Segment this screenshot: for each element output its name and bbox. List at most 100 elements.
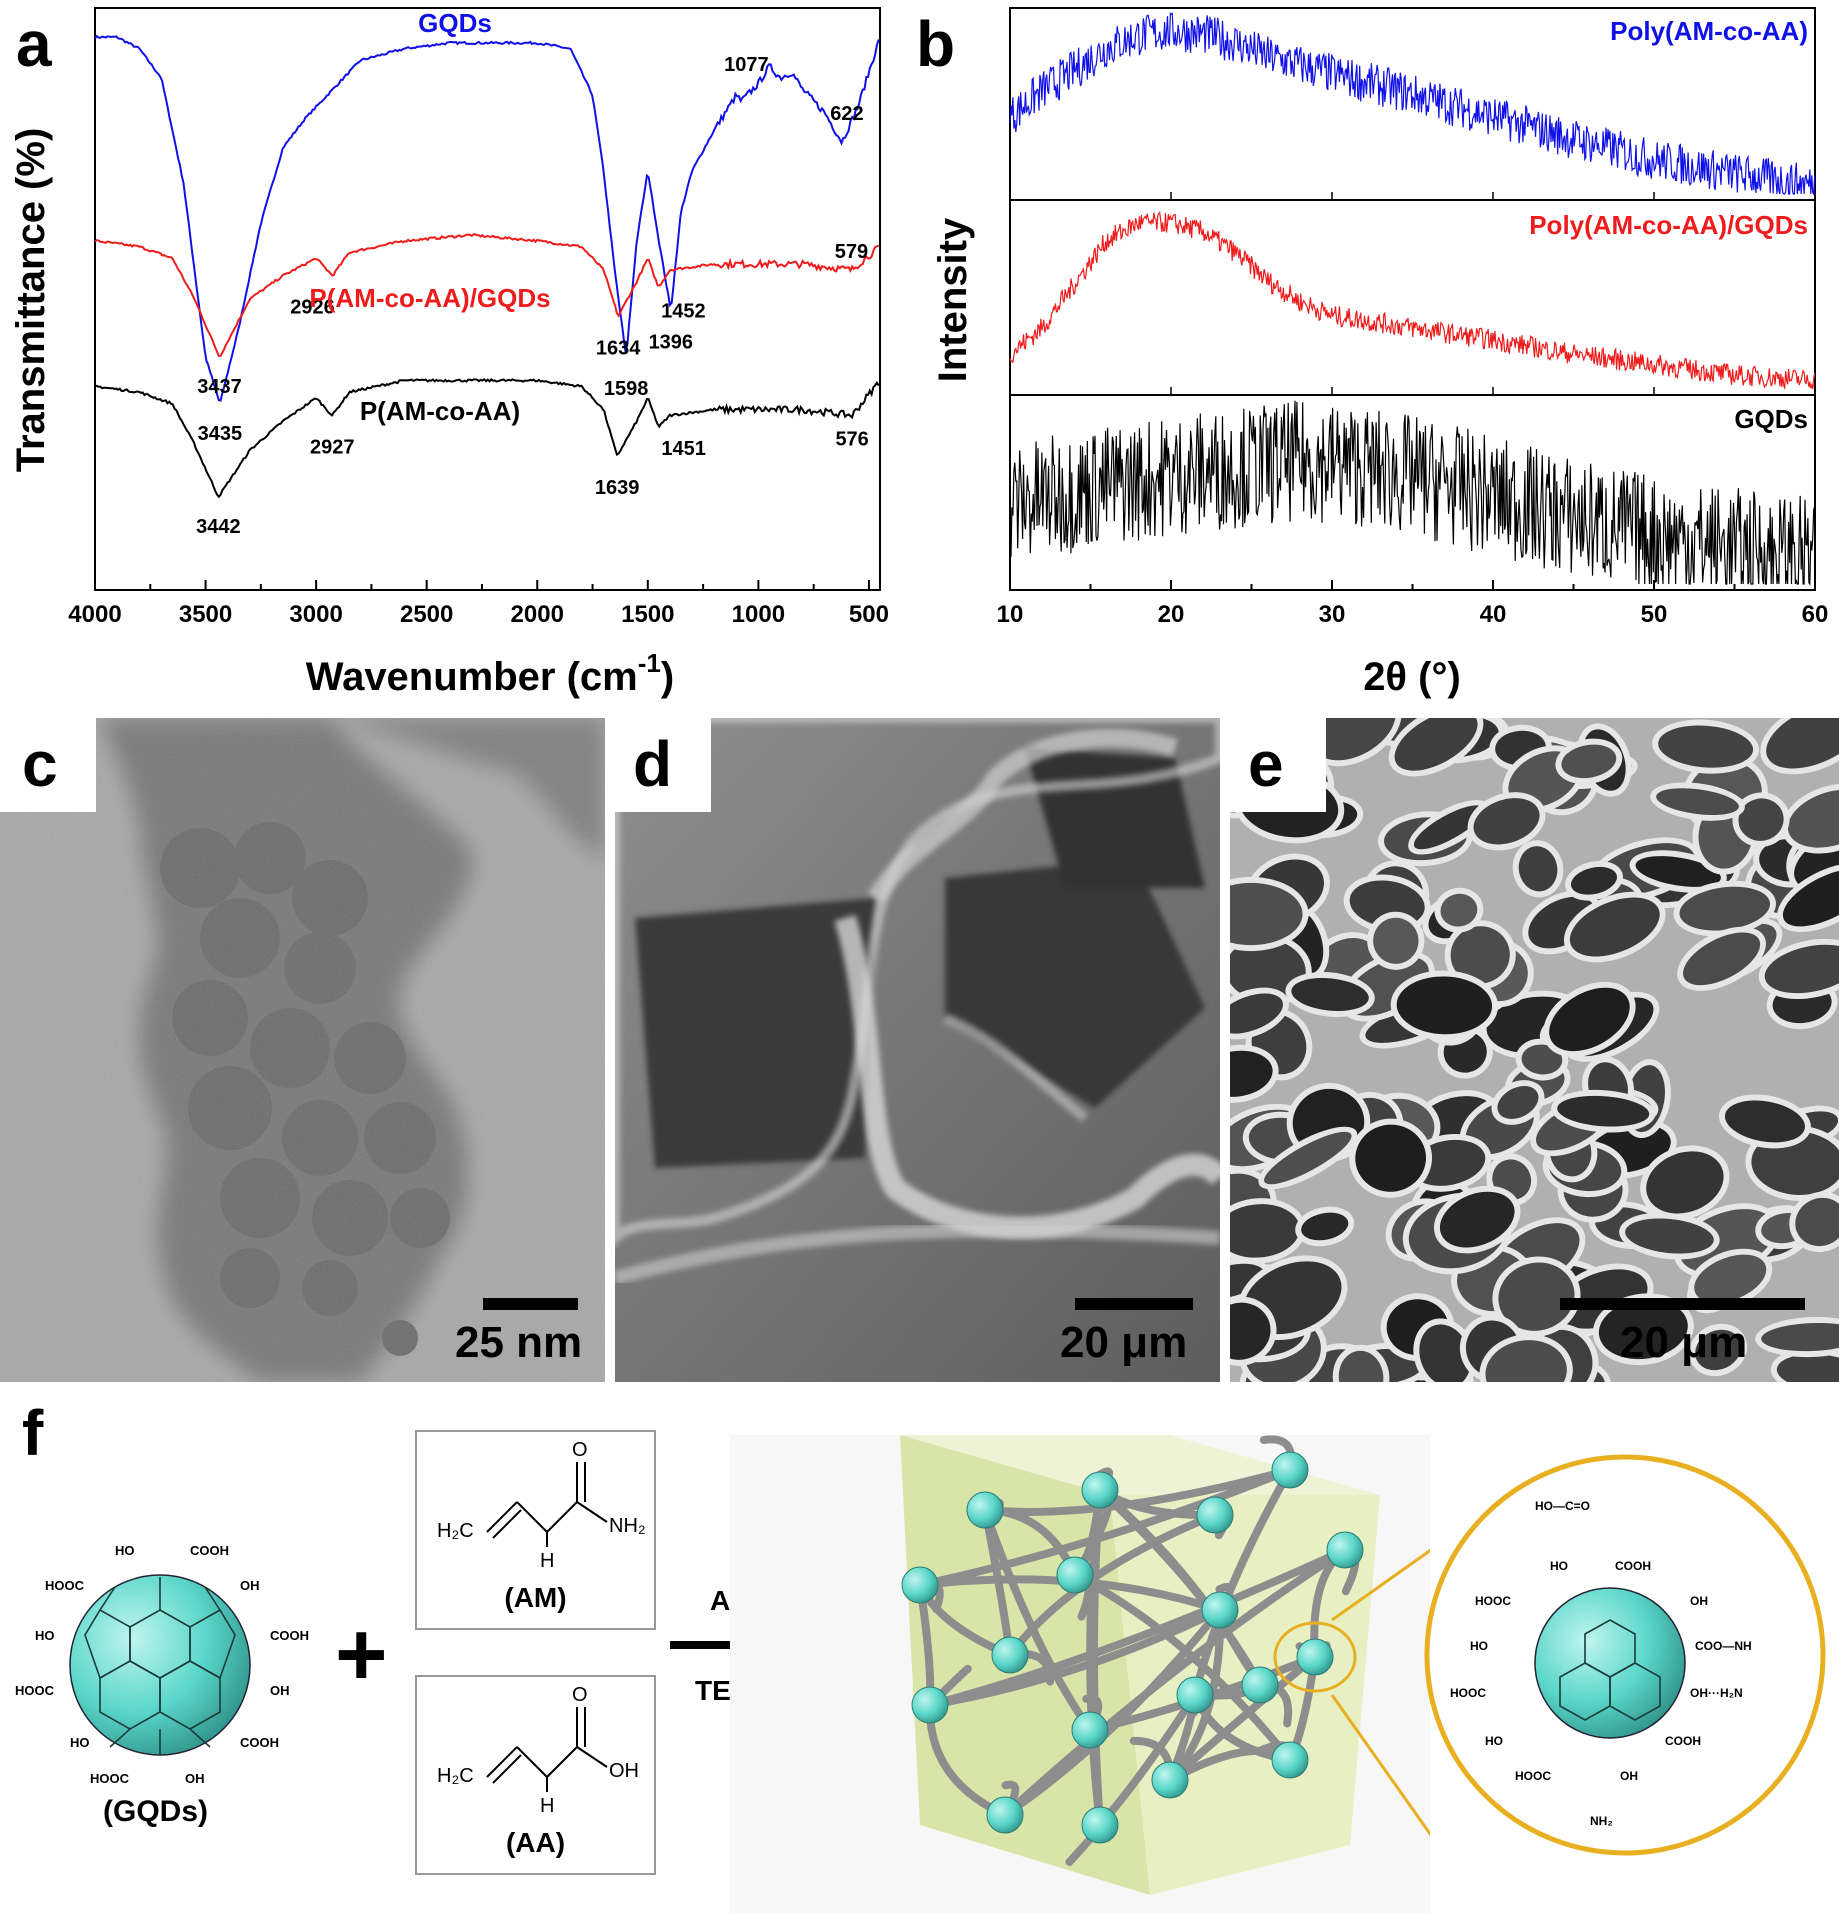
ftir-xlabel: Wavenumber (cm-1) [306, 648, 674, 699]
mag-fg-coonh: COO—NH [1695, 1639, 1752, 1653]
am-structure: O H₂C NH₂ H [437, 1439, 646, 1572]
pore [1724, 1100, 1805, 1143]
gqd-crosslink [1271, 1741, 1309, 1779]
mag-fg-nh2: NH₂ [1590, 1814, 1613, 1828]
xrd-series-label-gqds: GQDs [1734, 404, 1808, 434]
sem-e-scale-label: 20 μm [1620, 1318, 1748, 1367]
tem-particles [0, 718, 605, 1382]
zoom-line-top [1331, 1548, 1430, 1622]
ftir-series-label-composite: P(AM-co-AA)/GQDs [309, 283, 550, 313]
magnified-gqd-sphere [1534, 1587, 1686, 1739]
ftir-peak-label: 3442 [196, 516, 241, 538]
sem-d-structure [615, 718, 1220, 1382]
ftir-peak-label: 1634 [596, 337, 641, 359]
polymer-chain [926, 1606, 1224, 1709]
gqd-fg-hooc-2: HOOC [15, 1683, 55, 1698]
am-box: O H₂C NH₂ H (AM) [415, 1430, 656, 1630]
panel-b-label: b [916, 8, 956, 80]
gqd-crosslink [1241, 1666, 1279, 1704]
sem-e-pores [1230, 718, 1839, 1382]
ftir-xtick-label: 2000 [511, 601, 564, 628]
pore [1683, 932, 1761, 986]
pore [1795, 1197, 1839, 1247]
xrd-plot-frame [1009, 7, 1816, 591]
pore [1557, 1095, 1650, 1127]
pore [1766, 718, 1839, 769]
gqd-crosslink [911, 1686, 949, 1724]
gqd-fg-cooh-2: COOH [270, 1628, 309, 1643]
gqd-crosslink [1201, 1591, 1239, 1629]
gqd-fg-ho-2: HO [35, 1628, 55, 1643]
xrd-xtick-label: 10 [997, 601, 1024, 628]
ftir-peak-label: 1639 [595, 477, 640, 499]
ftir-xtick-label: 3000 [289, 601, 342, 628]
gqd-crosslink [1326, 1531, 1364, 1569]
xrd-xtick-label: 60 [1802, 601, 1829, 628]
gqd-fg-hooc-3: HOOC [90, 1771, 130, 1786]
pore [1413, 805, 1484, 850]
panel-b: 10 20 30 40 50 60 Poly(AM-co-AA) Poly(AM-co-A… [900, 0, 1839, 700]
mag-fg-ho-2: HO [1470, 1639, 1488, 1653]
pore [1230, 1302, 1271, 1360]
mag-fg-ho-1: HO [1550, 1559, 1568, 1573]
panel-e-label: e [1248, 728, 1284, 800]
polymer-chain [1001, 1606, 1224, 1819]
sem-image-d: d 20 μm [615, 718, 1220, 1382]
gqd-crosslink [901, 1566, 939, 1604]
ftir-peak-label: 1451 [661, 438, 706, 460]
xrd-xtick-label: 40 [1480, 601, 1507, 628]
pore [1373, 917, 1419, 964]
ftir-peak-label: 579 [835, 241, 868, 263]
gqd-crosslink [1176, 1676, 1214, 1714]
mag-fg-cooh-1: COOH [1615, 1559, 1651, 1573]
pore [1311, 718, 1396, 761]
pore [1694, 1254, 1767, 1303]
pore [1497, 1086, 1539, 1119]
pore [1695, 1329, 1742, 1371]
pore [1569, 897, 1660, 957]
pore [1521, 1044, 1563, 1075]
pore [1656, 788, 1739, 815]
am-nh2: NH₂ [609, 1515, 646, 1537]
magnified-gqd: HO—C=O HO COOH HOOC OH HO COO—NH HOOC OH… [1424, 1454, 1826, 1856]
ftir-peak-label: 1396 [649, 332, 694, 354]
panel-f: f HO COOH HOOC OH HO COOH HOOC OH HO [0, 1385, 1839, 1913]
am-caption: (AM) [504, 1582, 567, 1613]
polymer-chain [926, 1546, 1349, 1709]
ftir-series-label-gqds: GQDs [418, 8, 492, 38]
ftir-peak-label: 1452 [661, 300, 706, 322]
aa-h: H [540, 1795, 554, 1817]
ftir-peak-label: 2927 [310, 436, 355, 458]
pore [1230, 1204, 1300, 1258]
ftir-xtick-label: 2500 [400, 601, 453, 628]
am-h2c: H₂C [437, 1520, 474, 1542]
mag-fg-ho-top: HO—C=O [1535, 1499, 1590, 1513]
ftir-peak-label: 1077 [724, 54, 769, 76]
gqd-crosslink [1081, 1806, 1119, 1844]
gqd-crosslink [1271, 1451, 1309, 1489]
mag-fg-hooc-1: HOOC [1475, 1594, 1511, 1608]
xrd-line-gqds [1009, 400, 1816, 586]
sem-d-scale-bar [1075, 1298, 1193, 1310]
pore [1230, 938, 1306, 1002]
gqd-fg-oh-2: OH [270, 1683, 290, 1698]
pore [1549, 987, 1630, 1052]
polymer-chain [1086, 1486, 1104, 1829]
aa-box: O H₂C OH H (AA) [415, 1675, 656, 1875]
pore [1498, 1262, 1575, 1331]
ftir-xtick-label: 1500 [621, 601, 674, 628]
ftir-ylabel: Transmittance (%) [9, 128, 53, 473]
panel-a-label: a [16, 8, 52, 80]
pore [1787, 789, 1839, 848]
ftir-line-composite [94, 233, 880, 357]
pore [1485, 1340, 1567, 1382]
pore [1230, 1050, 1273, 1097]
gqd-fg-oh-1: OH [240, 1578, 260, 1593]
ftir-xlabel-sup: -1 [638, 648, 661, 678]
aa-h2c: H₂C [437, 1765, 474, 1787]
xrd-line-copolymer [1009, 12, 1816, 196]
ftir-chart: 4000 3500 3000 2500 2000 1500 1000 500 3435 1598… [9, 7, 889, 699]
ftir-xtick-label: 4000 [68, 601, 121, 628]
sem-image-e: e 20 μm [1230, 718, 1839, 1382]
gqds-caption: (GQDs) [103, 1795, 208, 1828]
